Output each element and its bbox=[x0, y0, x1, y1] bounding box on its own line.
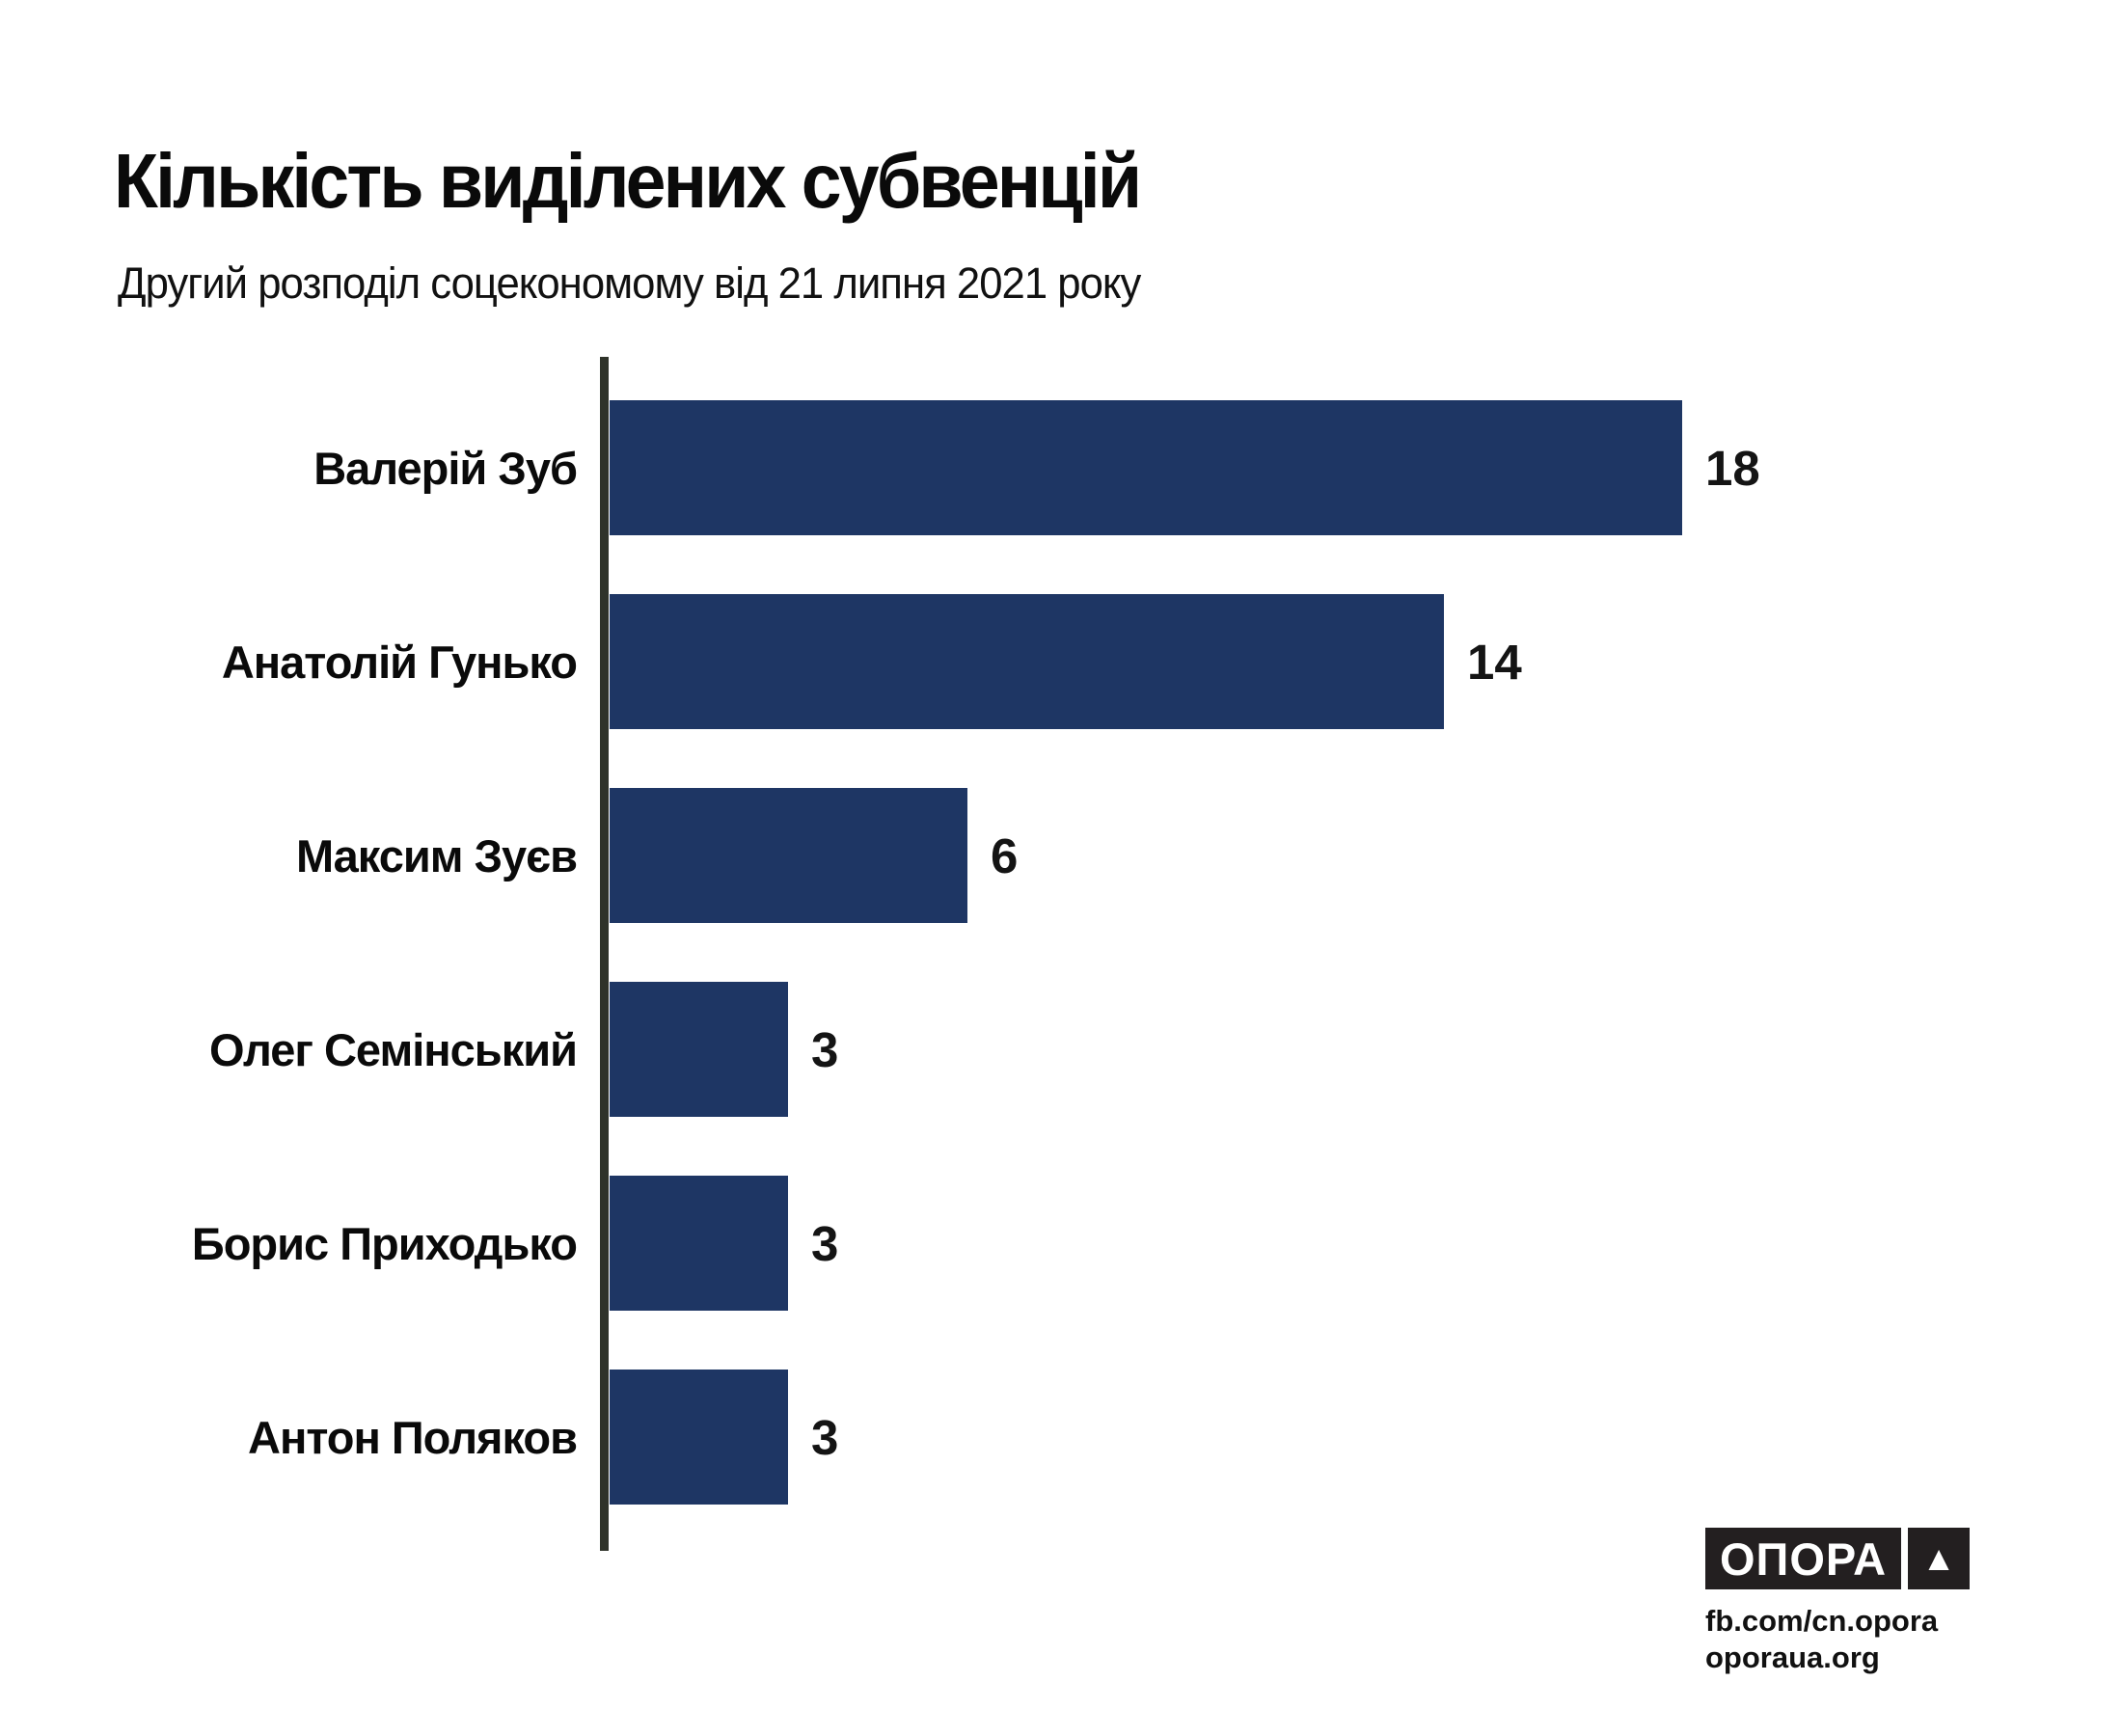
page-subtitle: Другий розподіл соцекономому від 21 липн… bbox=[118, 258, 1141, 308]
bar-chart: Валерій Зуб 18 Анатолій Гунько 14 Максим Зує… bbox=[0, 400, 2122, 1563]
bar bbox=[610, 982, 788, 1117]
bar bbox=[610, 1176, 788, 1311]
category-label: Олег Семінський bbox=[209, 1023, 578, 1075]
chart-row: Анатолій Гунько 14 bbox=[0, 594, 2122, 729]
opora-logo: ОПОРА ▲ bbox=[1705, 1528, 1971, 1589]
facebook-link: fb.com/cn.opora bbox=[1705, 1604, 1939, 1638]
bar bbox=[610, 400, 1682, 535]
chart-row: Борис Приходько 3 bbox=[0, 1176, 2122, 1311]
chart-row: Максим Зуєв 6 bbox=[0, 788, 2122, 923]
category-label: Максим Зуєв bbox=[295, 829, 578, 882]
value-label: 6 bbox=[991, 827, 1019, 883]
y-axis-line bbox=[600, 357, 609, 1551]
triangle-icon: ▲ bbox=[1908, 1528, 1971, 1589]
opora-logo-wordmark: ОПОРА bbox=[1705, 1528, 1902, 1589]
category-label: Борис Приходько bbox=[191, 1217, 578, 1269]
footer: ОПОРА ▲ fb.com/cn.opora oporaua.org bbox=[1705, 1528, 1971, 1676]
value-label: 3 bbox=[811, 1409, 839, 1465]
value-label: 3 bbox=[811, 1021, 839, 1077]
chart-row: Антон Поляков 3 bbox=[0, 1370, 2122, 1505]
bar bbox=[610, 594, 1444, 729]
value-label: 18 bbox=[1705, 440, 1760, 496]
value-label: 3 bbox=[811, 1215, 839, 1271]
footer-links: fb.com/cn.opora oporaua.org bbox=[1705, 1603, 1970, 1676]
chart-row: Валерій Зуб 18 bbox=[0, 400, 2122, 535]
category-label: Анатолій Гунько bbox=[221, 636, 578, 688]
website-link: oporaua.org bbox=[1705, 1641, 1880, 1674]
category-label: Антон Поляков bbox=[248, 1411, 578, 1463]
category-label: Валерій Зуб bbox=[313, 442, 578, 494]
chart-row: Олег Семінський 3 bbox=[0, 982, 2122, 1117]
bar bbox=[610, 1370, 788, 1505]
bar bbox=[610, 788, 967, 923]
value-label: 14 bbox=[1467, 634, 1522, 690]
page-title: Кількість виділених субвенцій bbox=[114, 138, 1142, 224]
